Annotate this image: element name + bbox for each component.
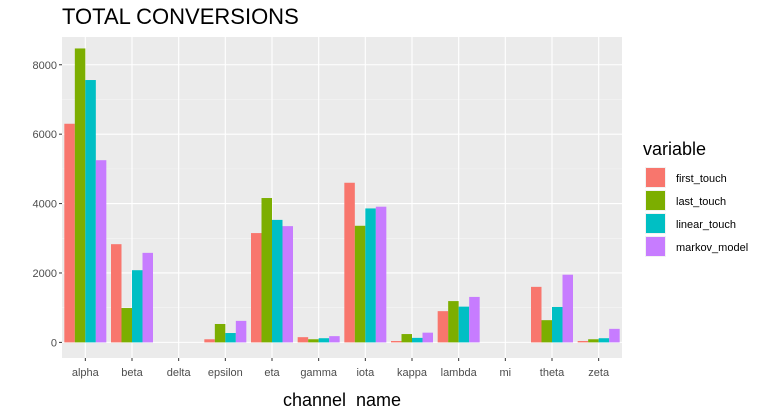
bar-beta-first_touch <box>111 244 122 343</box>
legend-swatch-markov_model <box>646 237 665 256</box>
x-tick-label-alpha: alpha <box>72 367 100 379</box>
bar-theta-linear_touch <box>552 306 563 343</box>
x-tick-label-delta: delta <box>167 367 192 379</box>
bar-alpha-markov_model <box>95 160 107 343</box>
x-tick-label-lambda: lambda <box>441 367 478 379</box>
bars <box>64 48 620 343</box>
bar-alpha-linear_touch <box>85 80 96 343</box>
legend-swatch-first_touch <box>646 168 665 187</box>
bar-kappa-markov_model <box>422 332 433 343</box>
x-tick-label-zeta: zeta <box>588 367 610 379</box>
bar-epsilon-last_touch <box>214 323 226 343</box>
bar-gamma-linear_touch <box>318 338 330 343</box>
bar-lambda-linear_touch <box>458 306 470 343</box>
bar-zeta-linear_touch <box>598 338 610 343</box>
legend-label-first_touch: first_touch <box>676 173 727 185</box>
bar-kappa-linear_touch <box>412 337 423 343</box>
bar-zeta-markov_model <box>609 328 620 343</box>
bar-iota-last_touch <box>354 225 366 343</box>
y-tick-label: 2000 <box>33 268 57 280</box>
legend-title: variable <box>643 139 706 159</box>
bar-gamma-markov_model <box>329 336 340 343</box>
bar-iota-markov_model <box>375 206 387 343</box>
bar-eta-first_touch <box>251 233 262 343</box>
bar-zeta-last_touch <box>588 339 599 343</box>
x-tick-label-beta: beta <box>121 367 143 379</box>
bar-beta-linear_touch <box>132 270 143 343</box>
bar-lambda-last_touch <box>448 301 459 343</box>
legend-label-last_touch: last_touch <box>676 196 726 208</box>
bar-eta-linear_touch <box>272 219 283 343</box>
legend: variable first_touch last_touch linear_tou… <box>643 139 748 257</box>
bar-iota-linear_touch <box>365 208 376 343</box>
bar-lambda-first_touch <box>437 311 449 343</box>
bar-alpha-first_touch <box>64 123 75 343</box>
bar-epsilon-linear_touch <box>225 333 236 343</box>
bar-beta-markov_model <box>142 252 153 343</box>
x-tick-label-iota: iota <box>356 367 375 379</box>
y-tick-label: 0 <box>51 337 57 349</box>
y-tick-label: 8000 <box>33 60 57 72</box>
x-tick-label-mi: mi <box>500 367 512 379</box>
x-tick-label-kappa: kappa <box>397 367 428 379</box>
bar-epsilon-first_touch <box>204 339 215 343</box>
legend-label-markov_model: markov_model <box>676 242 748 254</box>
bar-epsilon-markov_model <box>235 320 247 343</box>
bar-eta-last_touch <box>261 198 272 343</box>
bar-kappa-first_touch <box>391 340 402 343</box>
legend-swatch-linear_touch <box>646 214 665 233</box>
bar-theta-markov_model <box>562 274 573 343</box>
bar-alpha-last_touch <box>74 48 86 343</box>
x-axis: alpha beta delta epsilon eta gamma iota kappa la… <box>72 358 610 379</box>
x-axis-title: channel_name <box>283 390 401 406</box>
x-tick-label-theta: theta <box>540 367 565 379</box>
y-axis: 0 2000 4000 6000 8000 <box>33 60 62 349</box>
bar-theta-last_touch <box>541 320 552 343</box>
legend-swatch-last_touch <box>646 191 665 210</box>
bar-gamma-last_touch <box>308 339 319 343</box>
x-tick-label-epsilon: epsilon <box>208 367 243 379</box>
chart-title: TOTAL CONVERSIONS <box>62 4 299 29</box>
bar-beta-last_touch <box>121 308 132 343</box>
x-tick-label-gamma: gamma <box>300 367 338 379</box>
legend-label-linear_touch: linear_touch <box>676 219 736 231</box>
bar-eta-markov_model <box>282 226 293 343</box>
plot-panel <box>62 37 622 358</box>
bar-lambda-markov_model <box>469 296 480 343</box>
bar-theta-first_touch <box>531 286 542 343</box>
y-tick-label: 6000 <box>33 129 57 141</box>
bar-gamma-first_touch <box>297 337 309 343</box>
x-tick-label-eta: eta <box>264 367 280 379</box>
bar-kappa-last_touch <box>401 334 412 343</box>
bar-iota-first_touch <box>344 182 355 343</box>
bar-zeta-first_touch <box>577 340 589 343</box>
y-tick-label: 4000 <box>33 199 57 211</box>
